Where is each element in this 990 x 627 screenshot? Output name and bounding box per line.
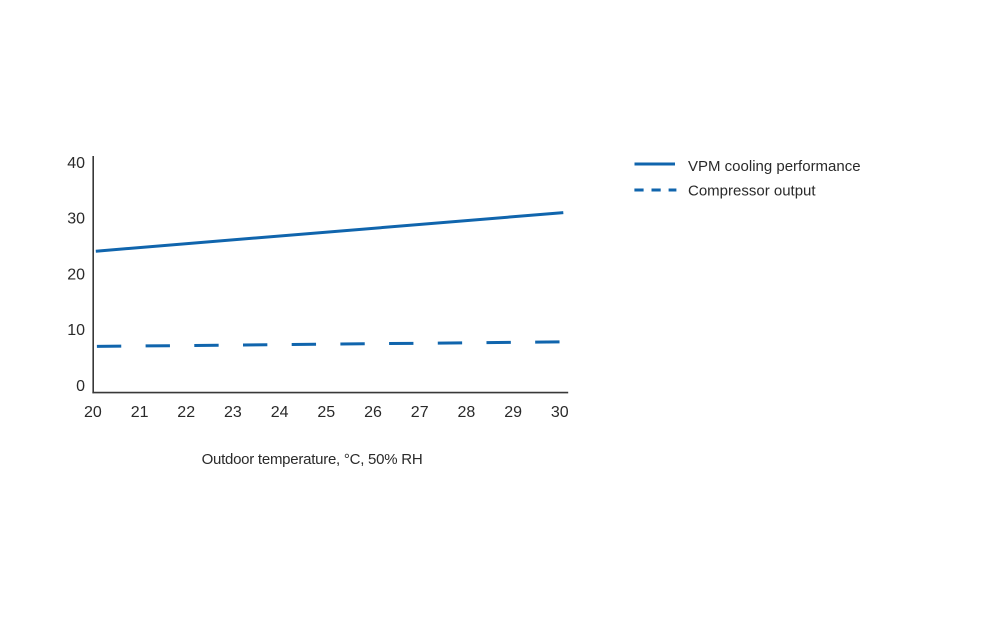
svg-text:20: 20 [67,266,85,283]
svg-text:0: 0 [76,378,85,395]
svg-text:25: 25 [317,404,335,421]
svg-text:26: 26 [364,404,382,421]
svg-text:29: 29 [504,404,522,421]
svg-text:VPM cooling performance: VPM cooling performance [688,158,861,175]
svg-text:24: 24 [271,404,289,421]
svg-text:22: 22 [177,404,195,421]
svg-text:30: 30 [67,211,85,228]
svg-text:30: 30 [551,404,569,421]
svg-text:28: 28 [458,404,476,421]
svg-text:Compressor output: Compressor output [688,182,816,199]
svg-text:21: 21 [131,404,149,421]
svg-text:10: 10 [67,322,85,339]
svg-text:27: 27 [411,404,429,421]
svg-text:23: 23 [224,404,242,421]
svg-text:40: 40 [67,155,85,172]
svg-text:20: 20 [84,404,102,421]
svg-text:Outdoor temperature, °C, 50% R: Outdoor temperature, °C, 50% RH [202,451,423,468]
